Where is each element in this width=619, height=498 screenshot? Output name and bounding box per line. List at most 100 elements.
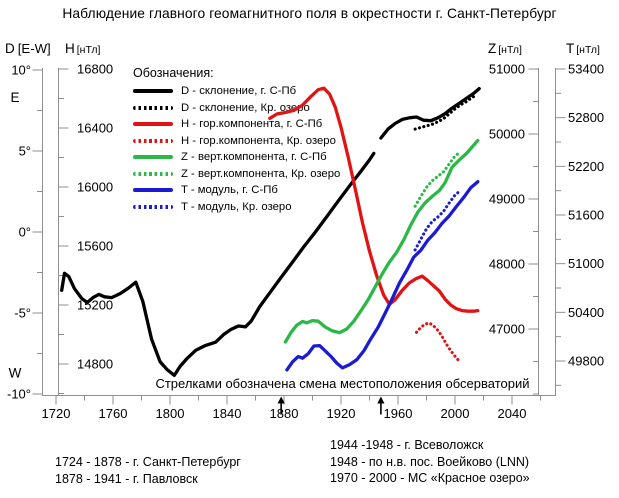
x-tick-label: 2000 xyxy=(441,406,470,421)
d-tick-label: -5° xyxy=(14,306,31,321)
z-axis-letter: Z xyxy=(488,41,497,56)
series-line-z-kr xyxy=(413,150,463,208)
legend-swatch-solid xyxy=(133,122,173,127)
t-tick-label: 51000 xyxy=(568,256,604,271)
x-axis: 1720 1760 1800 1840 1880 1920 1960 2000 2040 xyxy=(42,395,556,421)
series-t-kr xyxy=(413,188,463,252)
h-tick-label: 14800 xyxy=(77,357,113,372)
d-axis-header: D [E-W] xyxy=(5,41,51,56)
legend-item-0: D - склонение, г. С-Пб xyxy=(133,83,340,100)
x-tick-label: 1760 xyxy=(99,406,128,421)
legend-item-2: H - гор.компонента, г. С-Пб xyxy=(133,116,340,133)
h-axis: 16800 16400 16000 15600 15200 14800 xyxy=(58,62,113,396)
legend: Обозначения: D - склонение, г. С-Пб D - с… xyxy=(133,66,340,215)
z-axis: 51000 50000 49000 48000 47000 xyxy=(489,62,539,396)
direction-label-E: E xyxy=(10,90,19,105)
z-axis-unit: [нТл] xyxy=(498,44,522,56)
h-tick-label: 16400 xyxy=(77,121,113,136)
history-note: 1724 - 1878 - г. Санкт-Петербург xyxy=(55,455,241,469)
legend-swatch-dotted xyxy=(133,204,173,209)
d-tick-label: -10° xyxy=(7,387,31,402)
d-tick-label: 5° xyxy=(19,144,31,159)
legend-list: D - склонение, г. С-Пб D - склонение, Кр.… xyxy=(133,83,340,215)
x-tick-label: 1920 xyxy=(327,406,356,421)
x-tick-label: 2040 xyxy=(498,406,527,421)
t-tick-label: 52800 xyxy=(568,110,604,125)
x-tick-label: 1840 xyxy=(213,406,242,421)
x-tick-label: 1720 xyxy=(42,406,71,421)
z-tick-label: 51000 xyxy=(489,62,525,77)
d-axis: 10° 5° 0° -5° -10° E W xyxy=(7,63,43,402)
legend-label: H - гор.компонента, г. С-Пб xyxy=(181,118,323,131)
z-tick-label: 50000 xyxy=(489,127,525,142)
legend-label: H - гор.компонента, Кр. озеро xyxy=(181,134,336,147)
chart-title: Наблюдение главного геомагнитного поля в… xyxy=(62,6,557,21)
h-axis-unit: [нТл] xyxy=(76,44,101,56)
legend-item-7: T - модуль, Кр. озеро xyxy=(133,199,340,216)
t-axis-header: T [нТл] xyxy=(566,41,600,56)
legend-item-3: H - гор.компонента, Кр. озеро xyxy=(133,133,340,150)
series-line-d-spb xyxy=(379,86,481,140)
t-tick-label: 50400 xyxy=(568,305,604,320)
legend-swatch-dotted xyxy=(133,138,173,143)
legend-swatch-solid xyxy=(133,188,173,193)
h-tick-label: 15600 xyxy=(77,239,113,254)
t-axis: 53400 52800 52200 51600 51000 50400 49800 xyxy=(555,62,604,396)
direction-label-W: W xyxy=(9,365,22,380)
h-tick-label: 16800 xyxy=(77,62,113,77)
arrow-head xyxy=(277,396,285,404)
t-tick-label: 52200 xyxy=(568,159,604,174)
series-d-kr xyxy=(413,93,478,131)
h-axis-header: H [нТл] xyxy=(65,41,100,56)
legend-swatch-solid xyxy=(133,89,173,94)
legend-swatch-dotted xyxy=(133,105,173,110)
legend-label: D - склонение, Кр. озеро xyxy=(181,101,310,114)
observatory-history-right: 1944 -1948 - г. Всеволожск 1948 - по н.в… xyxy=(330,437,530,487)
history-note: 1878 - 1941 - г. Павловск xyxy=(55,471,198,486)
z-tick-label: 48000 xyxy=(489,257,525,272)
d-tick-label: 10° xyxy=(11,63,31,78)
z-axis-header: Z [нТл] xyxy=(488,41,522,56)
d-axis-unit: [E-W] xyxy=(17,41,51,56)
series-line-t-kr xyxy=(413,188,463,252)
series-z-kr xyxy=(413,150,463,208)
d-axis-letter: D xyxy=(5,41,15,56)
t-tick-label: 49800 xyxy=(568,354,604,369)
legend-label: Z - верт.компонента, Кр. озеро xyxy=(181,167,341,180)
t-tick-label: 51600 xyxy=(568,208,604,223)
legend-label: Z - верт.компонента, г. С-Пб xyxy=(181,151,327,164)
x-tick-label: 1960 xyxy=(384,406,413,421)
arrows-footnote: Стрелками обозначена смена местоположени… xyxy=(155,376,530,391)
h-axis-letter: H xyxy=(65,41,75,56)
history-note: 1948 - по н.в. пос. Воейково (LNN) xyxy=(330,454,530,469)
x-tick-label: 1800 xyxy=(156,406,185,421)
t-tick-label: 53400 xyxy=(568,62,604,77)
history-note: 1970 - 2000 - МС «Красное озеро» xyxy=(330,471,530,486)
legend-label: D - склонение, г. С-Пб xyxy=(181,85,297,98)
legend-item-4: Z - верт.компонента, г. С-Пб xyxy=(133,149,340,166)
legend-swatch-dotted xyxy=(133,171,173,176)
legend-item-1: D - склонение, Кр. озеро xyxy=(133,100,340,117)
h-tick-label: 16000 xyxy=(77,180,113,195)
d-tick-label: 0° xyxy=(19,225,31,240)
h-tick-label: 15200 xyxy=(77,298,113,313)
legend-title: Обозначения: xyxy=(133,66,214,80)
legend-item-5: Z - верт.компонента, Кр. озеро xyxy=(133,166,340,183)
series-h-kr xyxy=(414,321,461,363)
x-tick-label: 1880 xyxy=(270,406,299,421)
z-tick-label: 49000 xyxy=(489,192,525,207)
series-line-d-kr xyxy=(413,93,478,131)
t-axis-letter: T xyxy=(566,41,575,56)
legend-label: T - модуль, Кр. озеро xyxy=(181,200,292,213)
legend-item-6: T - модуль, г. С-Пб xyxy=(133,182,340,199)
legend-label: T - модуль, г. С-Пб xyxy=(181,184,278,197)
relocation-arrow-1878 xyxy=(277,396,285,415)
relocation-arrow-1948 xyxy=(377,396,385,415)
series-line-h-kr xyxy=(414,321,461,363)
observatory-history-left: 1724 - 1878 - г. Санкт-Петербург 1878 - … xyxy=(55,454,241,487)
history-note: 1944 -1948 - г. Всеволожск xyxy=(330,438,484,452)
z-tick-label: 47000 xyxy=(489,322,525,337)
arrow-head xyxy=(377,396,385,404)
t-axis-unit: [нТл] xyxy=(576,44,600,56)
